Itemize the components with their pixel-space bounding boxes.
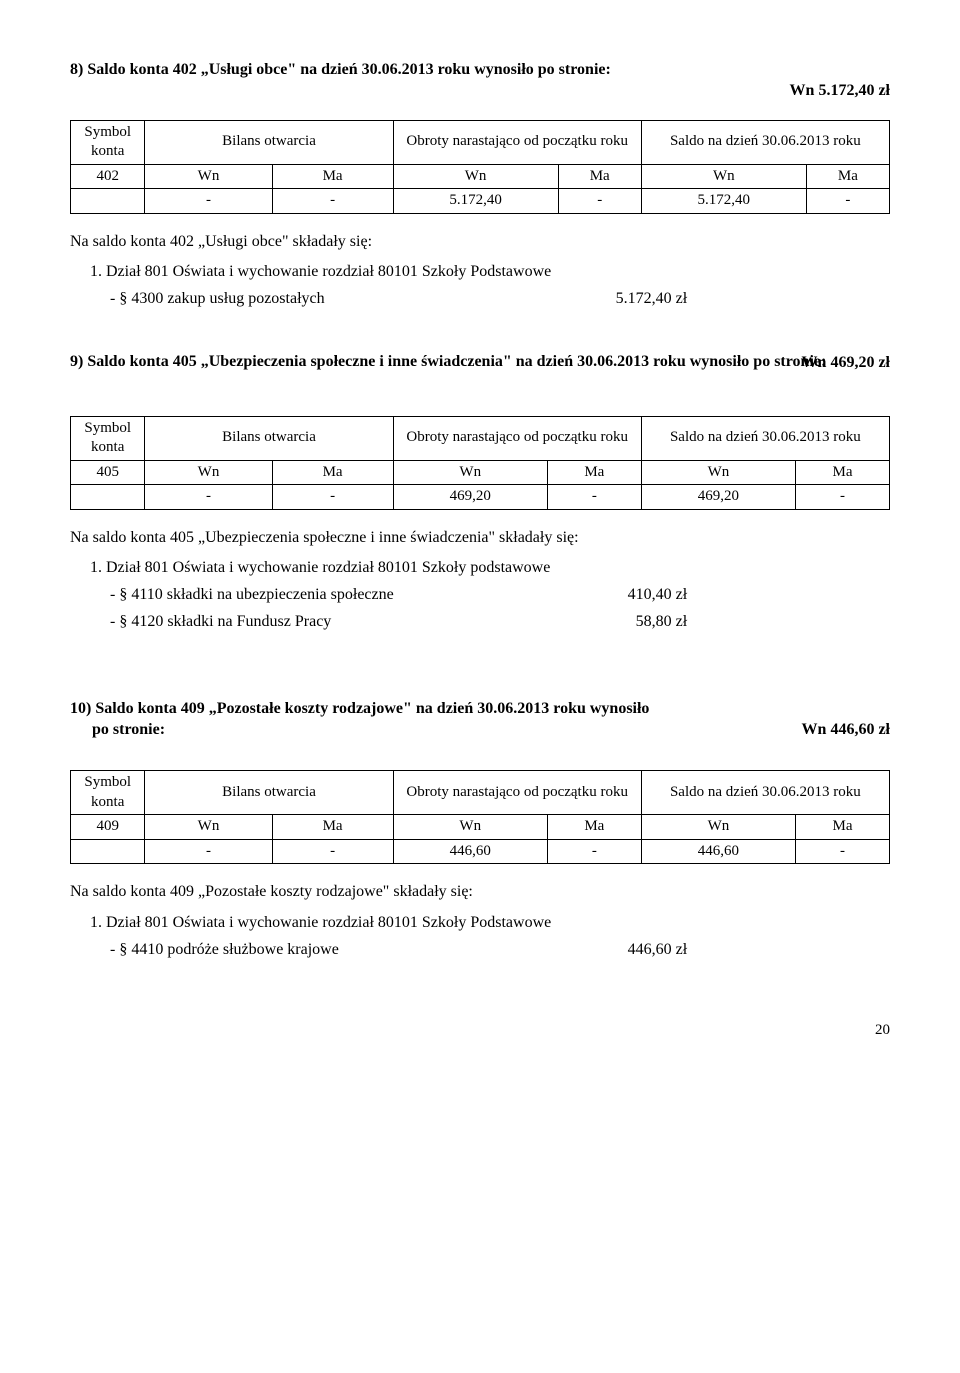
table-header-row: Symbol konta Bilans otwarcia Obroty nara… [71, 120, 890, 164]
cell-dash: - [806, 189, 889, 214]
cell-ma: Ma [547, 460, 641, 485]
cell-dash: - [796, 839, 890, 864]
sec10-title-a: 10) Saldo konta 409 „Pozostałe koszty ro… [70, 699, 890, 720]
section-9: 9) Saldo konta 405 „Ubezpieczenia społec… [70, 352, 890, 633]
cell-wn: Wn [145, 164, 272, 189]
sec9-after: Na saldo konta 405 „Ubezpieczenia społec… [70, 528, 890, 549]
cell-dash: - [272, 189, 393, 214]
cell-val: 469,20 [393, 485, 547, 510]
cell-dash: - [145, 839, 272, 864]
cell-dash: - [796, 485, 890, 510]
cell-wn: Wn [145, 460, 272, 485]
cell-dash: - [547, 839, 641, 864]
sec9-detail-2: - § 4120 składki na Fundusz Pracy 58,80 … [110, 612, 890, 633]
table-data-row: - - 469,20 - 469,20 - [71, 485, 890, 510]
cell-val: 469,20 [641, 485, 795, 510]
cell-ma: Ma [558, 164, 641, 189]
cell-ma: Ma [806, 164, 889, 189]
cell-dash: - [558, 189, 641, 214]
sec9-detail-1: - § 4110 składki na ubezpieczenia społec… [110, 585, 890, 606]
sec8-title-right: Wn 5.172,40 zł [70, 81, 890, 102]
detail-value: 5.172,40 zł [531, 289, 687, 310]
table-data-row: - - 5.172,40 - 5.172,40 - [71, 189, 890, 214]
section-8: 8) Saldo konta 402 „Usługi obce" na dzie… [70, 60, 890, 310]
detail-label: - § 4410 podróże służbowe krajowe [110, 940, 531, 961]
table-header-row: Symbol konta Bilans otwarcia Obroty nara… [71, 416, 890, 460]
cell-wn: Wn [393, 815, 547, 840]
th-saldo: Saldo na dzień 30.06.2013 roku [641, 120, 889, 164]
cell-dash: - [145, 485, 272, 510]
th-symbol: Symbol konta [71, 120, 145, 164]
detail-value: 58,80 zł [531, 612, 687, 633]
cell-ma: Ma [272, 460, 393, 485]
cell-dash: - [272, 485, 393, 510]
cell-wn: Wn [641, 164, 806, 189]
sec9-list1: 1. Dział 801 Oświata i wychowanie rozdzi… [90, 558, 890, 579]
cell-wn: Wn [641, 815, 795, 840]
sec10-after: Na saldo konta 409 „Pozostałe koszty rod… [70, 882, 890, 903]
table-409: Symbol konta Bilans otwarcia Obroty nara… [70, 770, 890, 864]
sec10-list1: 1. Dział 801 Oświata i wychowanie rozdzi… [90, 913, 890, 934]
cell-blank [71, 189, 145, 214]
table-data-row: - - 446,60 - 446,60 - [71, 839, 890, 864]
table-subheader-row: 405 Wn Ma Wn Ma Wn Ma [71, 460, 890, 485]
cell-acct: 409 [71, 815, 145, 840]
sec8-list1: 1. Dział 801 Oświata i wychowanie rozdzi… [90, 262, 890, 283]
cell-wn: Wn [393, 460, 547, 485]
th-obroty: Obroty narastająco od początku roku [393, 771, 641, 815]
detail-value: 446,60 zł [531, 940, 687, 961]
cell-blank [71, 839, 145, 864]
cell-ma: Ma [796, 815, 890, 840]
detail-label: - § 4300 zakup usług pozostałych [110, 289, 531, 310]
table-subheader-row: 409 Wn Ma Wn Ma Wn Ma [71, 815, 890, 840]
table-subheader-row: 402 Wn Ma Wn Ma Wn Ma [71, 164, 890, 189]
table-405: Symbol konta Bilans otwarcia Obroty nara… [70, 416, 890, 510]
sec8-title-line1: 8) Saldo konta 402 „Usługi obce" na dzie… [70, 60, 890, 81]
th-symbol: Symbol konta [71, 771, 145, 815]
sec8-after: Na saldo konta 402 „Usługi obce" składał… [70, 232, 890, 253]
cell-ma: Ma [272, 815, 393, 840]
sec9-title-left: 9) Saldo konta 405 „Ubezpieczenia społec… [70, 352, 826, 373]
sec10-title-left: po stronie: [70, 720, 165, 741]
detail-label: - § 4110 składki na ubezpieczenia społec… [110, 585, 531, 606]
cell-acct: 402 [71, 164, 145, 189]
page-number: 20 [70, 1021, 890, 1041]
table-header-row: Symbol konta Bilans otwarcia Obroty nara… [71, 771, 890, 815]
detail-label: - § 4120 składki na Fundusz Pracy [110, 612, 531, 633]
th-bilans: Bilans otwarcia [145, 771, 393, 815]
detail-value: 410,40 zł [531, 585, 687, 606]
cell-ma: Ma [272, 164, 393, 189]
cell-val: 5.172,40 [641, 189, 806, 214]
cell-val: 446,60 [393, 839, 547, 864]
th-obroty: Obroty narastająco od początku roku [393, 416, 641, 460]
table-402: Symbol konta Bilans otwarcia Obroty nara… [70, 120, 890, 214]
cell-wn: Wn [145, 815, 272, 840]
cell-acct: 405 [71, 460, 145, 485]
th-saldo: Saldo na dzień 30.06.2013 roku [641, 771, 889, 815]
sec8-detail-1: - § 4300 zakup usług pozostałych 5.172,4… [110, 289, 890, 310]
th-bilans: Bilans otwarcia [145, 416, 393, 460]
th-saldo: Saldo na dzień 30.06.2013 roku [641, 416, 889, 460]
th-symbol: Symbol konta [71, 416, 145, 460]
th-obroty: Obroty narastająco od początku roku [393, 120, 641, 164]
cell-dash: - [272, 839, 393, 864]
cell-wn: Wn [393, 164, 558, 189]
cell-val: 446,60 [641, 839, 795, 864]
cell-ma: Ma [547, 815, 641, 840]
sec10-detail-1: - § 4410 podróże służbowe krajowe 446,60… [110, 940, 890, 961]
cell-dash: - [145, 189, 272, 214]
cell-ma: Ma [796, 460, 890, 485]
th-bilans: Bilans otwarcia [145, 120, 393, 164]
cell-wn: Wn [641, 460, 795, 485]
sec10-title-right: Wn 446,60 zł [802, 720, 890, 741]
cell-blank [71, 485, 145, 510]
cell-val: 5.172,40 [393, 189, 558, 214]
section-10: 10) Saldo konta 409 „Pozostałe koszty ro… [70, 699, 890, 961]
cell-dash: - [547, 485, 641, 510]
